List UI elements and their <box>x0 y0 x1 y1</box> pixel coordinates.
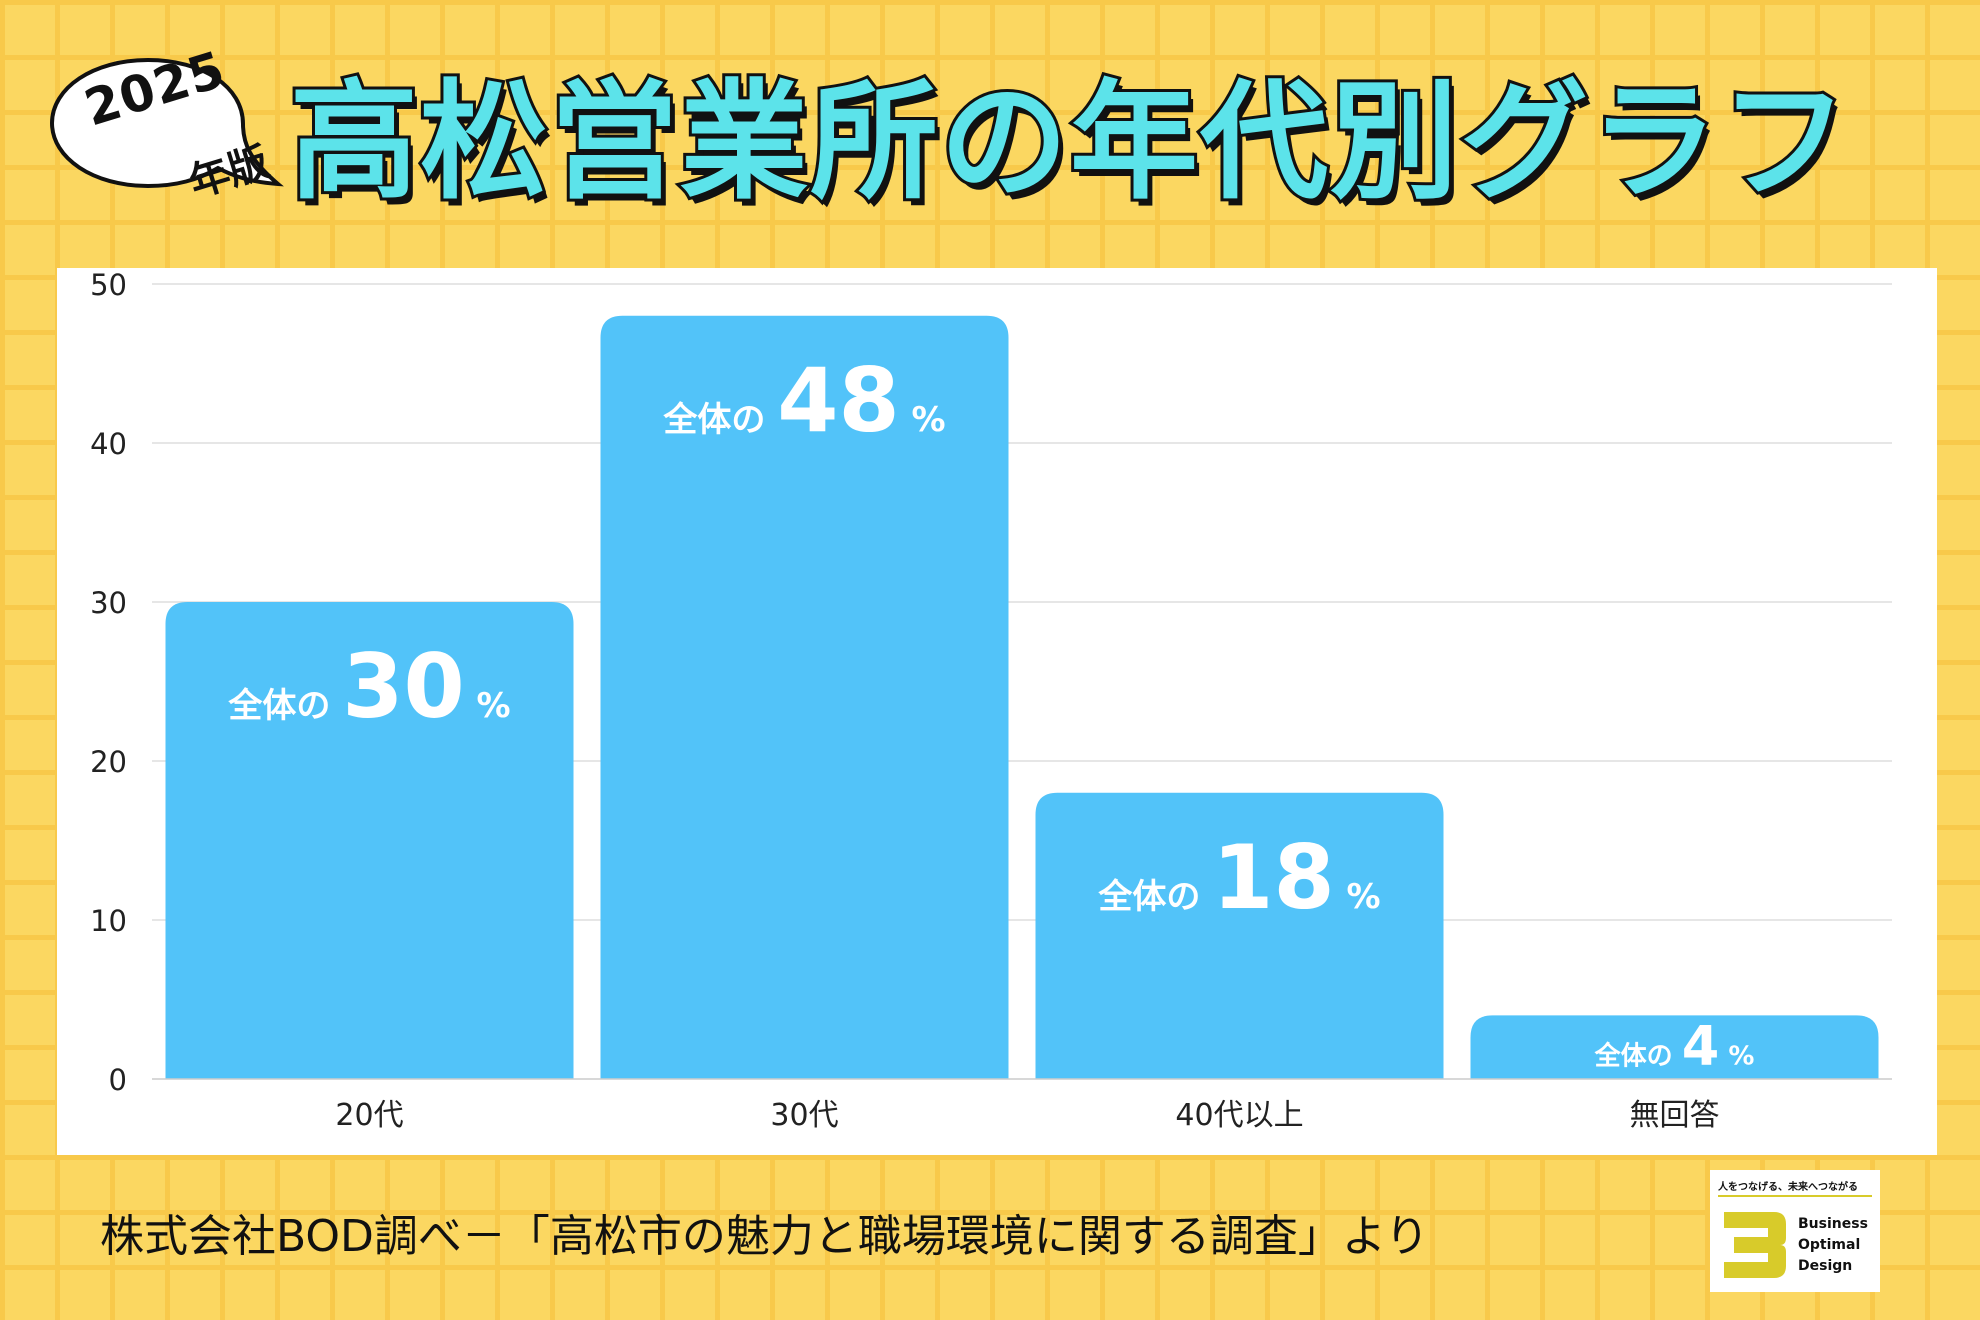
logo-name-line: Design <box>1798 1258 1853 1274</box>
logo-name-line: Optimal <box>1798 1237 1861 1253</box>
page-title: 高松営業所の年代別グラフ <box>287 65 1851 220</box>
y-tick-label: 20 <box>90 745 127 779</box>
y-tick-label: 30 <box>90 586 127 620</box>
bar-chart: 0 10 20 30 40 50 全体の 30 % 20代 全体の 48 % 30代 全体の 18 … <box>90 268 1892 1133</box>
bar <box>1035 792 1444 1079</box>
chart-panel: 0 10 20 30 40 50 全体の 30 % 20代 全体の 48 % 30代 全体の 18 … <box>57 268 1937 1155</box>
source-note: 株式会社BOD調べ－「高松市の魅力と職場環境に関する調査」より <box>100 1211 1430 1262</box>
bar <box>600 315 1009 1079</box>
x-tick-label: 20代 <box>335 1098 403 1133</box>
data-label: 全体の 4 % <box>1594 1014 1755 1077</box>
y-tick-label: 40 <box>90 427 127 461</box>
data-label: 全体の 30 % <box>227 635 510 738</box>
company-logo: 人をつなげる、未来へつながる Business Optimal Design <box>1710 1170 1880 1292</box>
logo-b-mark-icon <box>1724 1212 1786 1278</box>
y-tick-label: 10 <box>90 904 127 938</box>
x-tick-label: 40代以上 <box>1175 1098 1303 1133</box>
bar <box>165 602 574 1079</box>
year-badge: 2025 年版 <box>38 40 288 207</box>
data-label: 全体の 48 % <box>662 349 945 452</box>
speech-bubble-icon <box>49 57 284 189</box>
bar <box>1470 1015 1879 1079</box>
logo-name: Business Optimal Design <box>1798 1214 1868 1277</box>
data-label: 全体の 18 % <box>1097 826 1380 929</box>
y-tick-label: 0 <box>109 1063 127 1097</box>
y-tick-label: 50 <box>90 268 127 302</box>
logo-divider <box>1718 1195 1872 1197</box>
x-tick-label: 無回答 <box>1630 1098 1720 1133</box>
logo-tagline: 人をつなげる、未来へつながる <box>1718 1182 1858 1193</box>
logo-name-line: Business <box>1798 1216 1868 1232</box>
x-tick-label: 30代 <box>770 1098 838 1133</box>
